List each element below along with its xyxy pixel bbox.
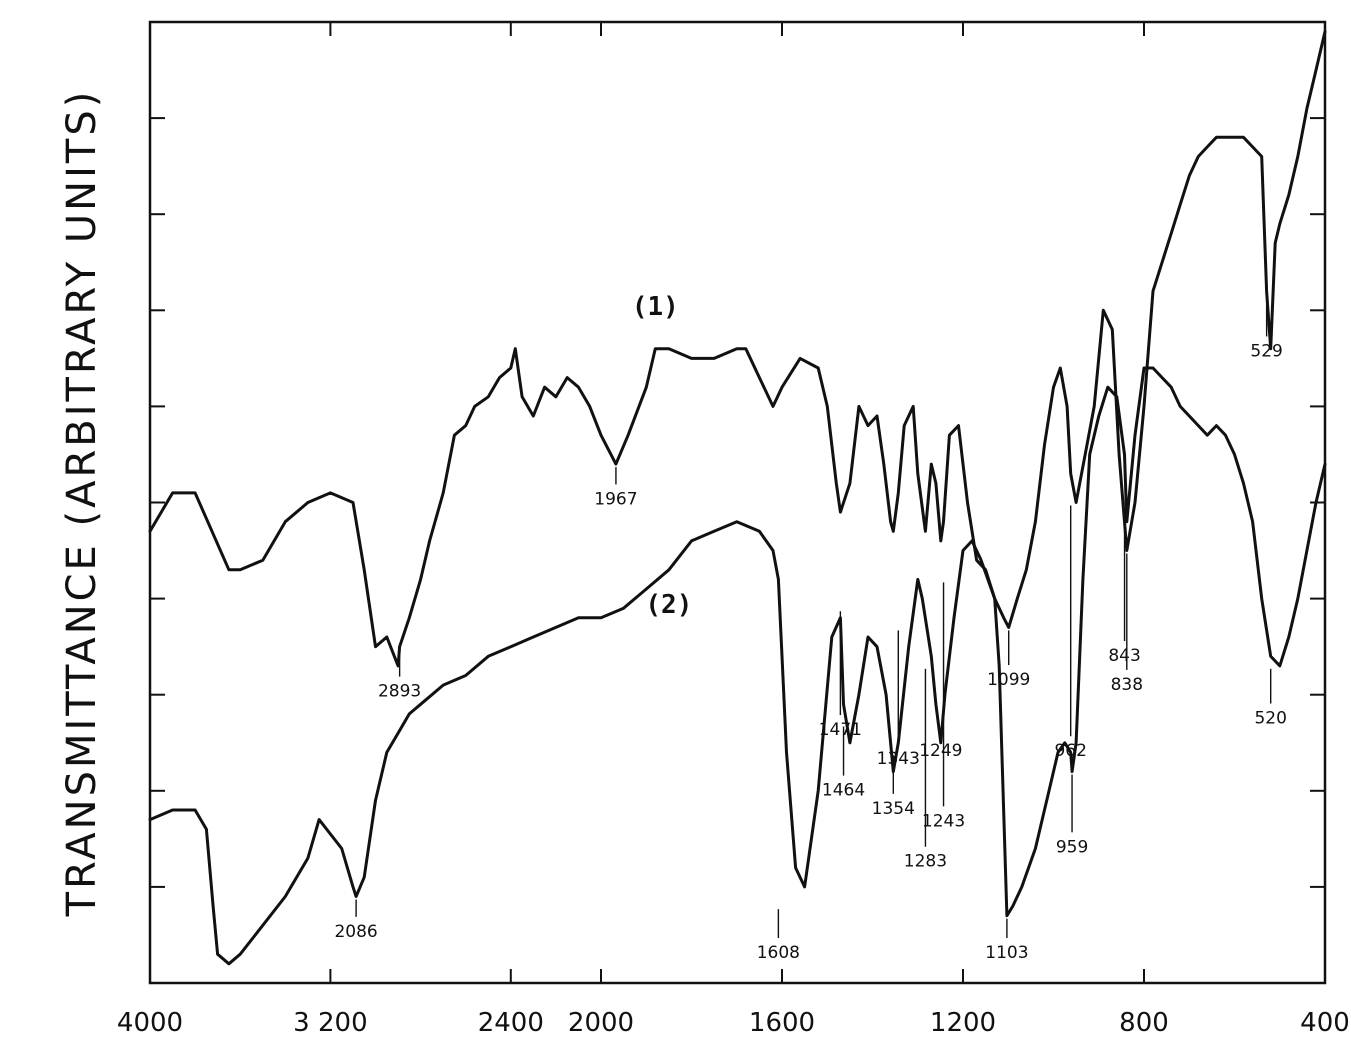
peak-label: 1283 [904, 852, 947, 872]
curve-label-2: (2) [645, 590, 692, 620]
peak-label: 1608 [757, 943, 800, 963]
peak-label: 1099 [987, 670, 1030, 690]
peak-label: 1249 [919, 741, 962, 761]
y-axis-label: TRANSMITTANCE (ARBITRARY UNITS) [59, 89, 105, 918]
peak-annotations: 2893 1967 2086 1608 1471 1464 1343 1354 1283 1249… [334, 294, 1287, 963]
plot-frame [148, 20, 1327, 985]
peak-label: 1354 [872, 799, 915, 819]
y-axis-ticks [150, 117, 1325, 888]
peak-label: 1243 [922, 811, 965, 831]
peak-label: 1464 [822, 781, 865, 801]
peak-label: 2893 [378, 682, 421, 702]
peak-label: 962 [1054, 741, 1086, 761]
curve-label-1: (1) [632, 292, 679, 322]
series-line-2 [148, 366, 1327, 966]
x-tick-label: 2400 [478, 1008, 544, 1038]
peak-label: 529 [1250, 341, 1282, 361]
series-line-1 [148, 30, 1327, 668]
x-tick-label: 1600 [749, 1008, 815, 1038]
peak-label: 843 [1108, 646, 1140, 666]
peak-label: 1471 [819, 720, 862, 740]
x-axis: 4000 3 200 2400 2000 1600 1200 800 400 [117, 22, 1350, 1038]
peak-label: 2086 [334, 922, 377, 942]
peak-label: 959 [1056, 837, 1088, 857]
x-tick-label: 4000 [117, 1008, 183, 1038]
peak-label: 1343 [877, 749, 920, 769]
peak-label: 1967 [594, 489, 637, 509]
x-tick-label: 2000 [568, 1008, 634, 1038]
peak-label: 520 [1254, 709, 1286, 729]
peak-label: 1103 [985, 943, 1028, 963]
x-tick-label: 3 200 [293, 1008, 367, 1038]
peak-label: 838 [1111, 675, 1143, 695]
x-tick-label: 800 [1119, 1008, 1169, 1038]
x-tick-label: 400 [1300, 1008, 1350, 1038]
series-layer: (1) (2) [148, 30, 1327, 966]
x-tick-label: 1200 [930, 1008, 996, 1038]
